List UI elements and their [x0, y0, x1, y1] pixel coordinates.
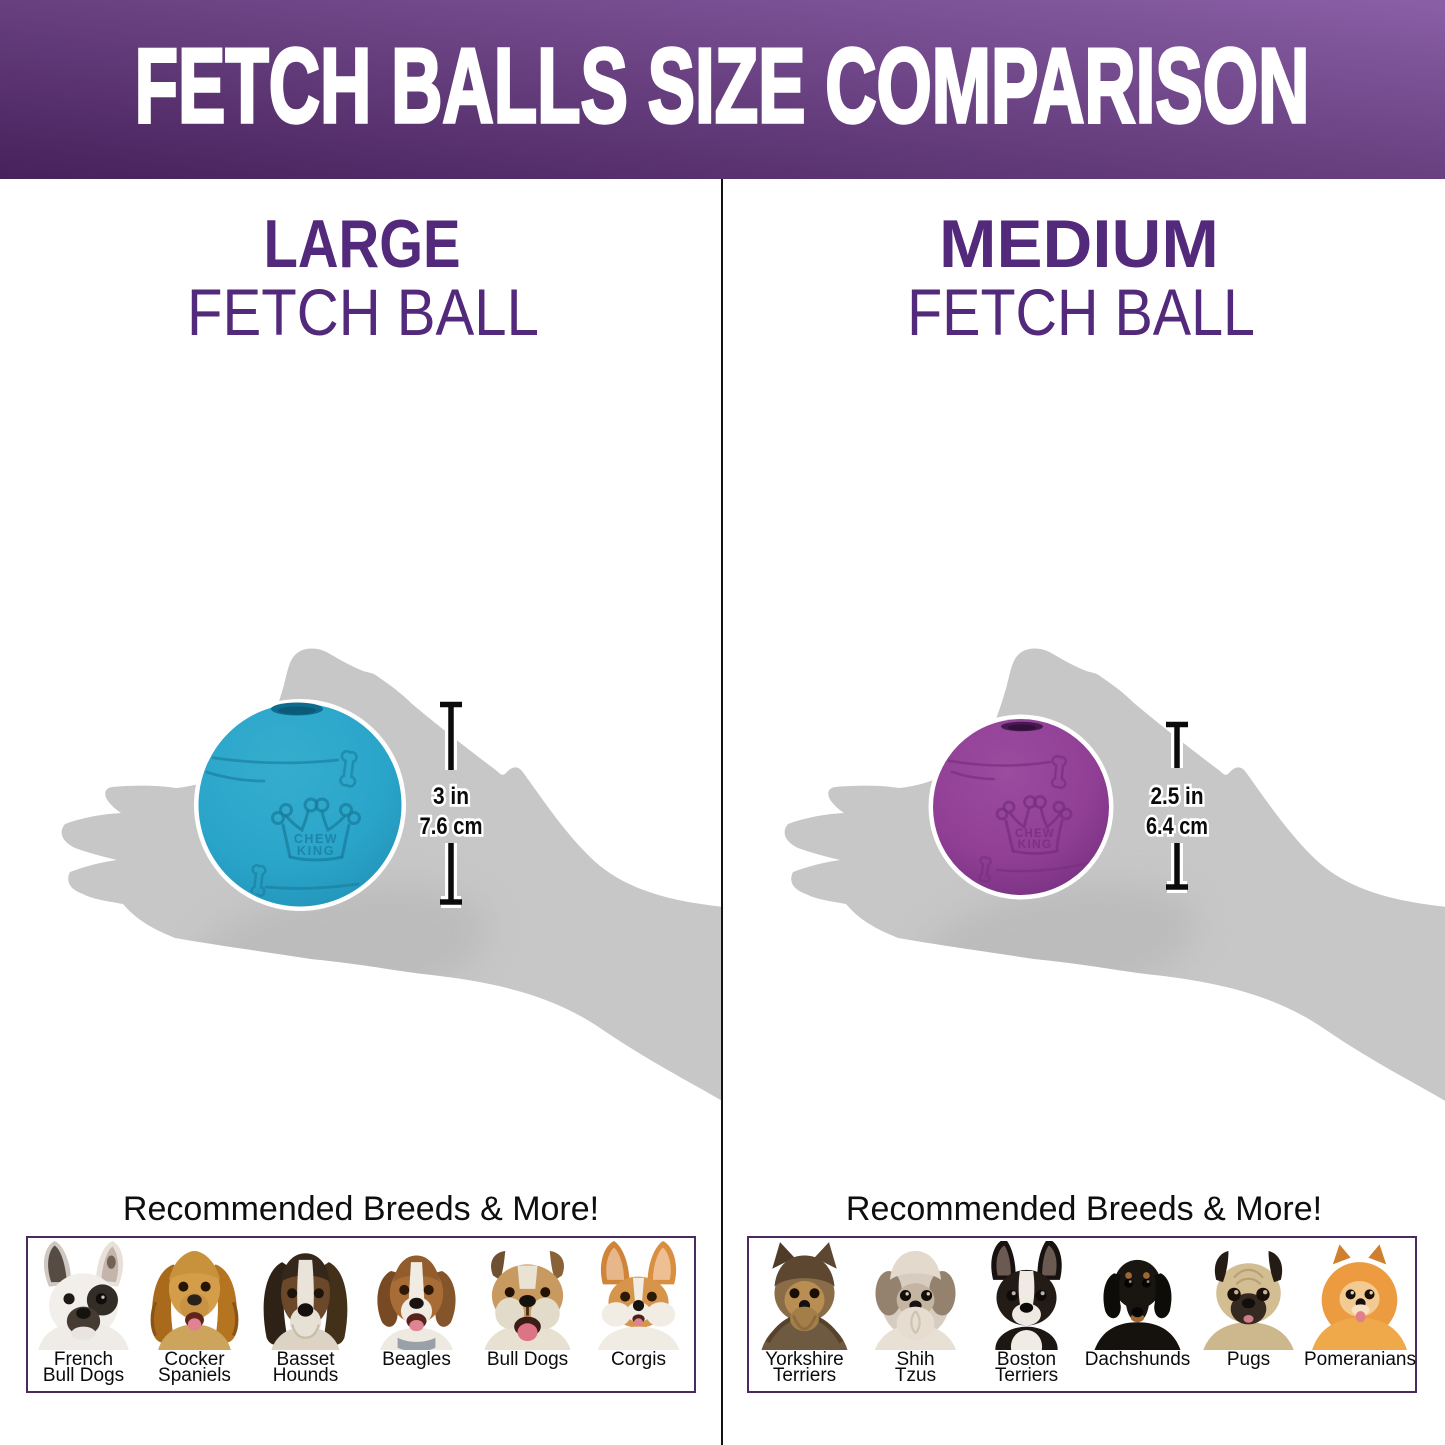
svg-text:CHEW: CHEW: [294, 832, 338, 846]
svg-text:KING: KING: [1018, 837, 1053, 851]
svg-text:7.6 cm: 7.6 cm: [420, 812, 483, 839]
svg-text:CHEW: CHEW: [1015, 828, 1055, 840]
svg-text:2.5 in: 2.5 in: [1150, 781, 1203, 809]
svg-text:MEDIUM: MEDIUM: [939, 205, 1219, 281]
svg-text:FETCH BALL: FETCH BALL: [187, 277, 539, 350]
svg-text:KING: KING: [297, 843, 336, 858]
svg-text:6.4 cm: 6.4 cm: [1146, 812, 1208, 839]
svg-text:3 in: 3 in: [433, 781, 469, 809]
svg-text:FETCH BALLS SIZE COMPARISON: FETCH BALLS SIZE COMPARISON: [135, 27, 1310, 146]
svg-text:FETCH BALL: FETCH BALL: [907, 276, 1255, 350]
svg-text:LARGE: LARGE: [264, 207, 461, 282]
